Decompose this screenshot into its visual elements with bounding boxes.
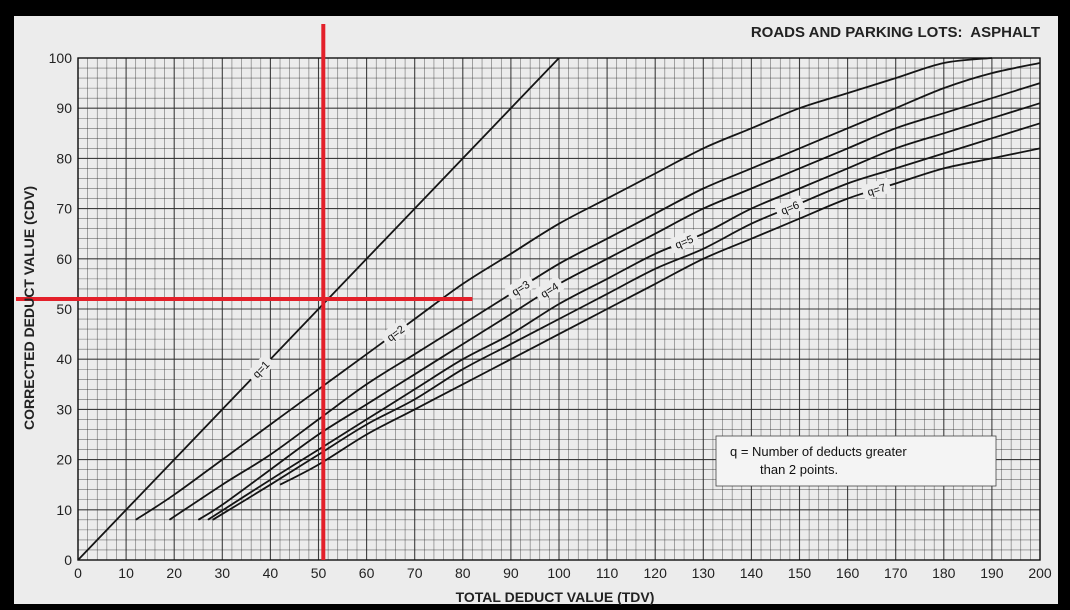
y-tick-label: 20 [56,452,72,468]
y-tick-label: 80 [56,150,72,166]
curve-q7 [279,147,1041,486]
reading-lines [16,24,473,560]
x-tick-label: 20 [166,565,182,581]
curve-q2 [135,57,992,521]
y-tick-label: 50 [56,301,72,317]
y-tick-label: 60 [56,251,72,267]
curves: q=1q=2q=3 q=4q=5q=6q=7 [77,57,1041,561]
x-tick-label: 60 [359,565,375,581]
curve-q4 [197,82,1041,521]
curve-q5 [207,102,1041,521]
paper-background [14,16,1058,604]
tick-labels: 0 10 20 30 40 50 60 70 80 90 100 110 120 130 140 150 160… [49,50,1052,581]
x-tick-label: 150 [788,565,812,581]
y-tick-label: 0 [64,552,72,568]
x-tick-label: 170 [884,565,908,581]
x-tick-label: 70 [407,565,423,581]
x-tick-label: 160 [836,565,860,581]
x-tick-label: 100 [547,565,571,581]
chart-title: ROADS AND PARKING LOTS: ASPHALT [751,24,1040,41]
x-tick-label: 190 [980,565,1004,581]
legend-note: q = Number of deducts greater than 2 poi… [715,435,997,487]
x-tick-label: 50 [311,565,327,581]
curve-q3 [168,62,1041,521]
y-tick-label: 40 [56,351,72,367]
x-tick-label: 30 [215,565,231,581]
x-axis-title: TOTAL DEDUCT VALUE (TDV) [456,589,655,605]
x-tick-label: 110 [596,565,619,581]
y-axis-title: CORRECTED DEDUCT VALUE (CDV) [21,186,37,430]
y-tick-label: 70 [56,201,72,217]
x-tick-label: 130 [692,565,716,581]
x-tick-label: 10 [118,565,134,581]
note-line-1: q = Number of deducts greater [730,444,907,459]
y-tick-label: 90 [56,100,72,116]
x-tick-label: 120 [644,565,668,581]
y-tick-label: 30 [56,401,72,417]
x-tick-label: 0 [74,565,82,581]
curve-label-q7: q=7 [861,178,892,200]
y-tick-label: 10 [56,502,72,518]
x-tick-label: 90 [503,565,519,581]
curve-label-text: q=7 [866,182,887,199]
x-tick-label: 140 [740,565,764,581]
curve-q6 [212,122,1041,521]
note-line-2: than 2 points. [760,462,838,477]
y-tick-label: 100 [49,50,73,66]
curve-q1 [77,57,560,561]
x-tick-label: 80 [455,565,471,581]
x-tick-label: 200 [1028,565,1052,581]
x-tick-label: 180 [932,565,956,581]
x-tick-label: 40 [263,565,279,581]
